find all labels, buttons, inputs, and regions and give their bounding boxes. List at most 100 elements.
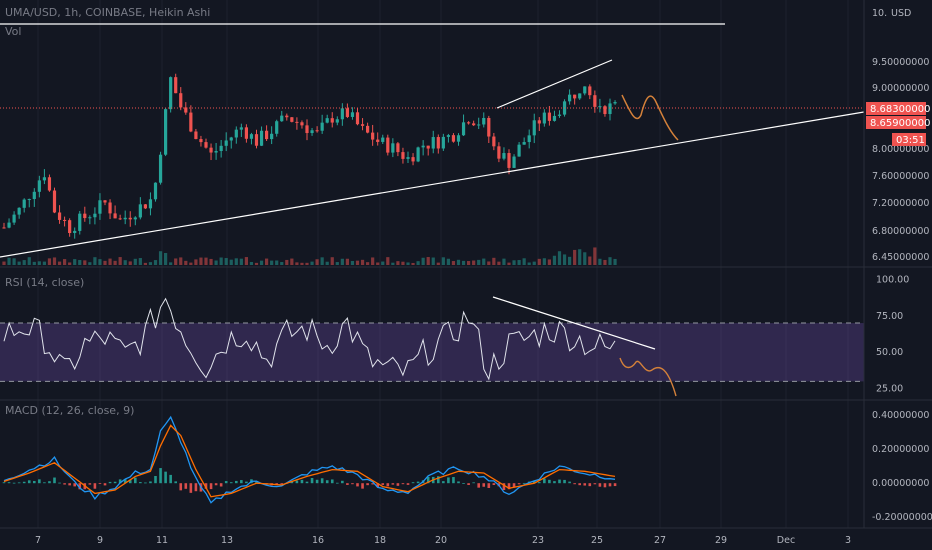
macd-histogram-bar — [305, 481, 309, 484]
volume-legend[interactable]: Vol — [5, 25, 21, 38]
price-tick-label: 6.45000000 — [872, 252, 929, 263]
macd-histogram-bar — [154, 475, 157, 484]
volume-bar — [78, 260, 82, 265]
volume-bar — [487, 261, 491, 265]
candle-body — [547, 112, 551, 121]
macd-histogram-bar — [371, 483, 374, 485]
candle-body — [497, 146, 501, 159]
macd-histogram-bar — [118, 479, 122, 484]
candle-body — [17, 207, 21, 215]
candle-body — [158, 154, 163, 183]
macd-histogram-bar — [366, 483, 369, 486]
volume-bar — [593, 247, 597, 265]
candle-body — [22, 199, 26, 208]
volume-bar — [345, 258, 349, 265]
prev-price-label: 8.65900000 — [870, 118, 930, 129]
candle-body — [507, 153, 511, 168]
volume-bar — [608, 257, 612, 265]
candle-body — [259, 130, 264, 146]
macd-legend[interactable]: MACD (12, 26, close, 9) — [5, 404, 134, 417]
symbol-legend[interactable]: UMA/USD, 1h, COINBASE, Heikin Ashi — [5, 6, 210, 19]
candle-body — [93, 213, 97, 218]
candle-body — [461, 122, 466, 136]
volume-bar — [174, 258, 178, 265]
time-axis[interactable]: 7 9 11 13 16 18 20 23 25 27 29 Dec 3 — [0, 527, 932, 546]
volume-bar — [12, 258, 16, 265]
rsi-pane[interactable] — [0, 296, 864, 397]
volume-bar — [507, 262, 511, 265]
macd-histogram-bar — [391, 483, 395, 485]
candle-body — [517, 144, 521, 157]
macd-histogram-bar — [204, 483, 208, 489]
macd-histogram-bar — [336, 482, 339, 484]
volume-bar — [123, 260, 127, 265]
volume-bar — [98, 259, 102, 265]
volume-bar — [158, 251, 163, 265]
macd-histogram-bar — [27, 480, 31, 484]
volume-bar — [2, 261, 6, 265]
candle-body — [118, 218, 122, 220]
candle-body — [47, 177, 52, 191]
volume-bar — [32, 261, 36, 265]
macd-histogram-bar — [108, 481, 112, 484]
price-axis[interactable]: 10. USD 9.50000000 9.00000000 8.00000000 7.… — [863, 0, 932, 528]
volume-bar — [547, 259, 551, 265]
volume-bar — [330, 257, 334, 265]
price-drawings[interactable] — [0, 23, 865, 258]
volume-bar — [133, 258, 137, 265]
macd-histogram-bar — [113, 481, 117, 484]
macd-histogram-bar — [33, 480, 36, 484]
volume-bar — [355, 260, 360, 265]
candle-body — [254, 134, 259, 146]
candle-body — [113, 213, 117, 219]
macd-ticks: 0.40000000 0.20000000 0.00000000 -0.2000000… — [872, 410, 932, 523]
candle-body — [128, 217, 132, 220]
volume-bar — [164, 252, 168, 265]
candle-body — [219, 145, 223, 152]
macd-histogram-bar — [63, 483, 66, 485]
volume-bar — [295, 262, 299, 265]
macd-tick-label: 0.20000000 — [872, 444, 929, 455]
candle-body — [426, 145, 430, 149]
volume-bar — [396, 261, 400, 265]
macd-tick-label: 0.00000000 — [872, 478, 929, 489]
macd-histogram-bar — [361, 483, 364, 489]
macd-histogram-bar — [543, 478, 546, 484]
volume-bar — [482, 258, 486, 265]
rsi-tick-label: 50.00 — [876, 347, 903, 358]
volume-bar — [224, 258, 228, 265]
macd-histogram-bar — [17, 482, 21, 484]
volume-bar — [512, 260, 516, 265]
volume-bar — [578, 249, 582, 265]
candle-body — [608, 103, 612, 115]
candle-body — [557, 114, 562, 116]
macd-histogram-bar — [472, 482, 475, 484]
candle-body — [542, 112, 546, 124]
candle-body — [340, 108, 344, 120]
macd-histogram-bar — [53, 477, 56, 484]
candle-body — [512, 156, 516, 168]
candle-body — [270, 133, 274, 140]
volume-bar — [57, 261, 62, 265]
macd-histogram-bar — [502, 483, 506, 491]
volume-bar — [275, 260, 279, 265]
candle-body — [386, 137, 390, 153]
volume-bar — [451, 261, 456, 265]
macd-histogram-bar — [139, 482, 142, 484]
macd-pane[interactable] — [2, 415, 617, 504]
rsi-legend[interactable]: RSI (14, close) — [5, 276, 84, 289]
candle-body — [406, 157, 410, 159]
candle-body — [456, 135, 461, 142]
macd-histogram-bar — [452, 477, 455, 484]
macd-histogram-bar — [149, 481, 152, 484]
macd-histogram-bar — [517, 483, 521, 485]
macd-histogram-bar — [123, 479, 127, 484]
price-pane[interactable] — [0, 23, 865, 265]
volume-bar — [381, 261, 385, 265]
macd-histogram-bar — [159, 468, 162, 484]
candle-body — [78, 213, 82, 231]
macd-histogram-bar — [593, 483, 597, 485]
candle-body — [275, 121, 279, 134]
